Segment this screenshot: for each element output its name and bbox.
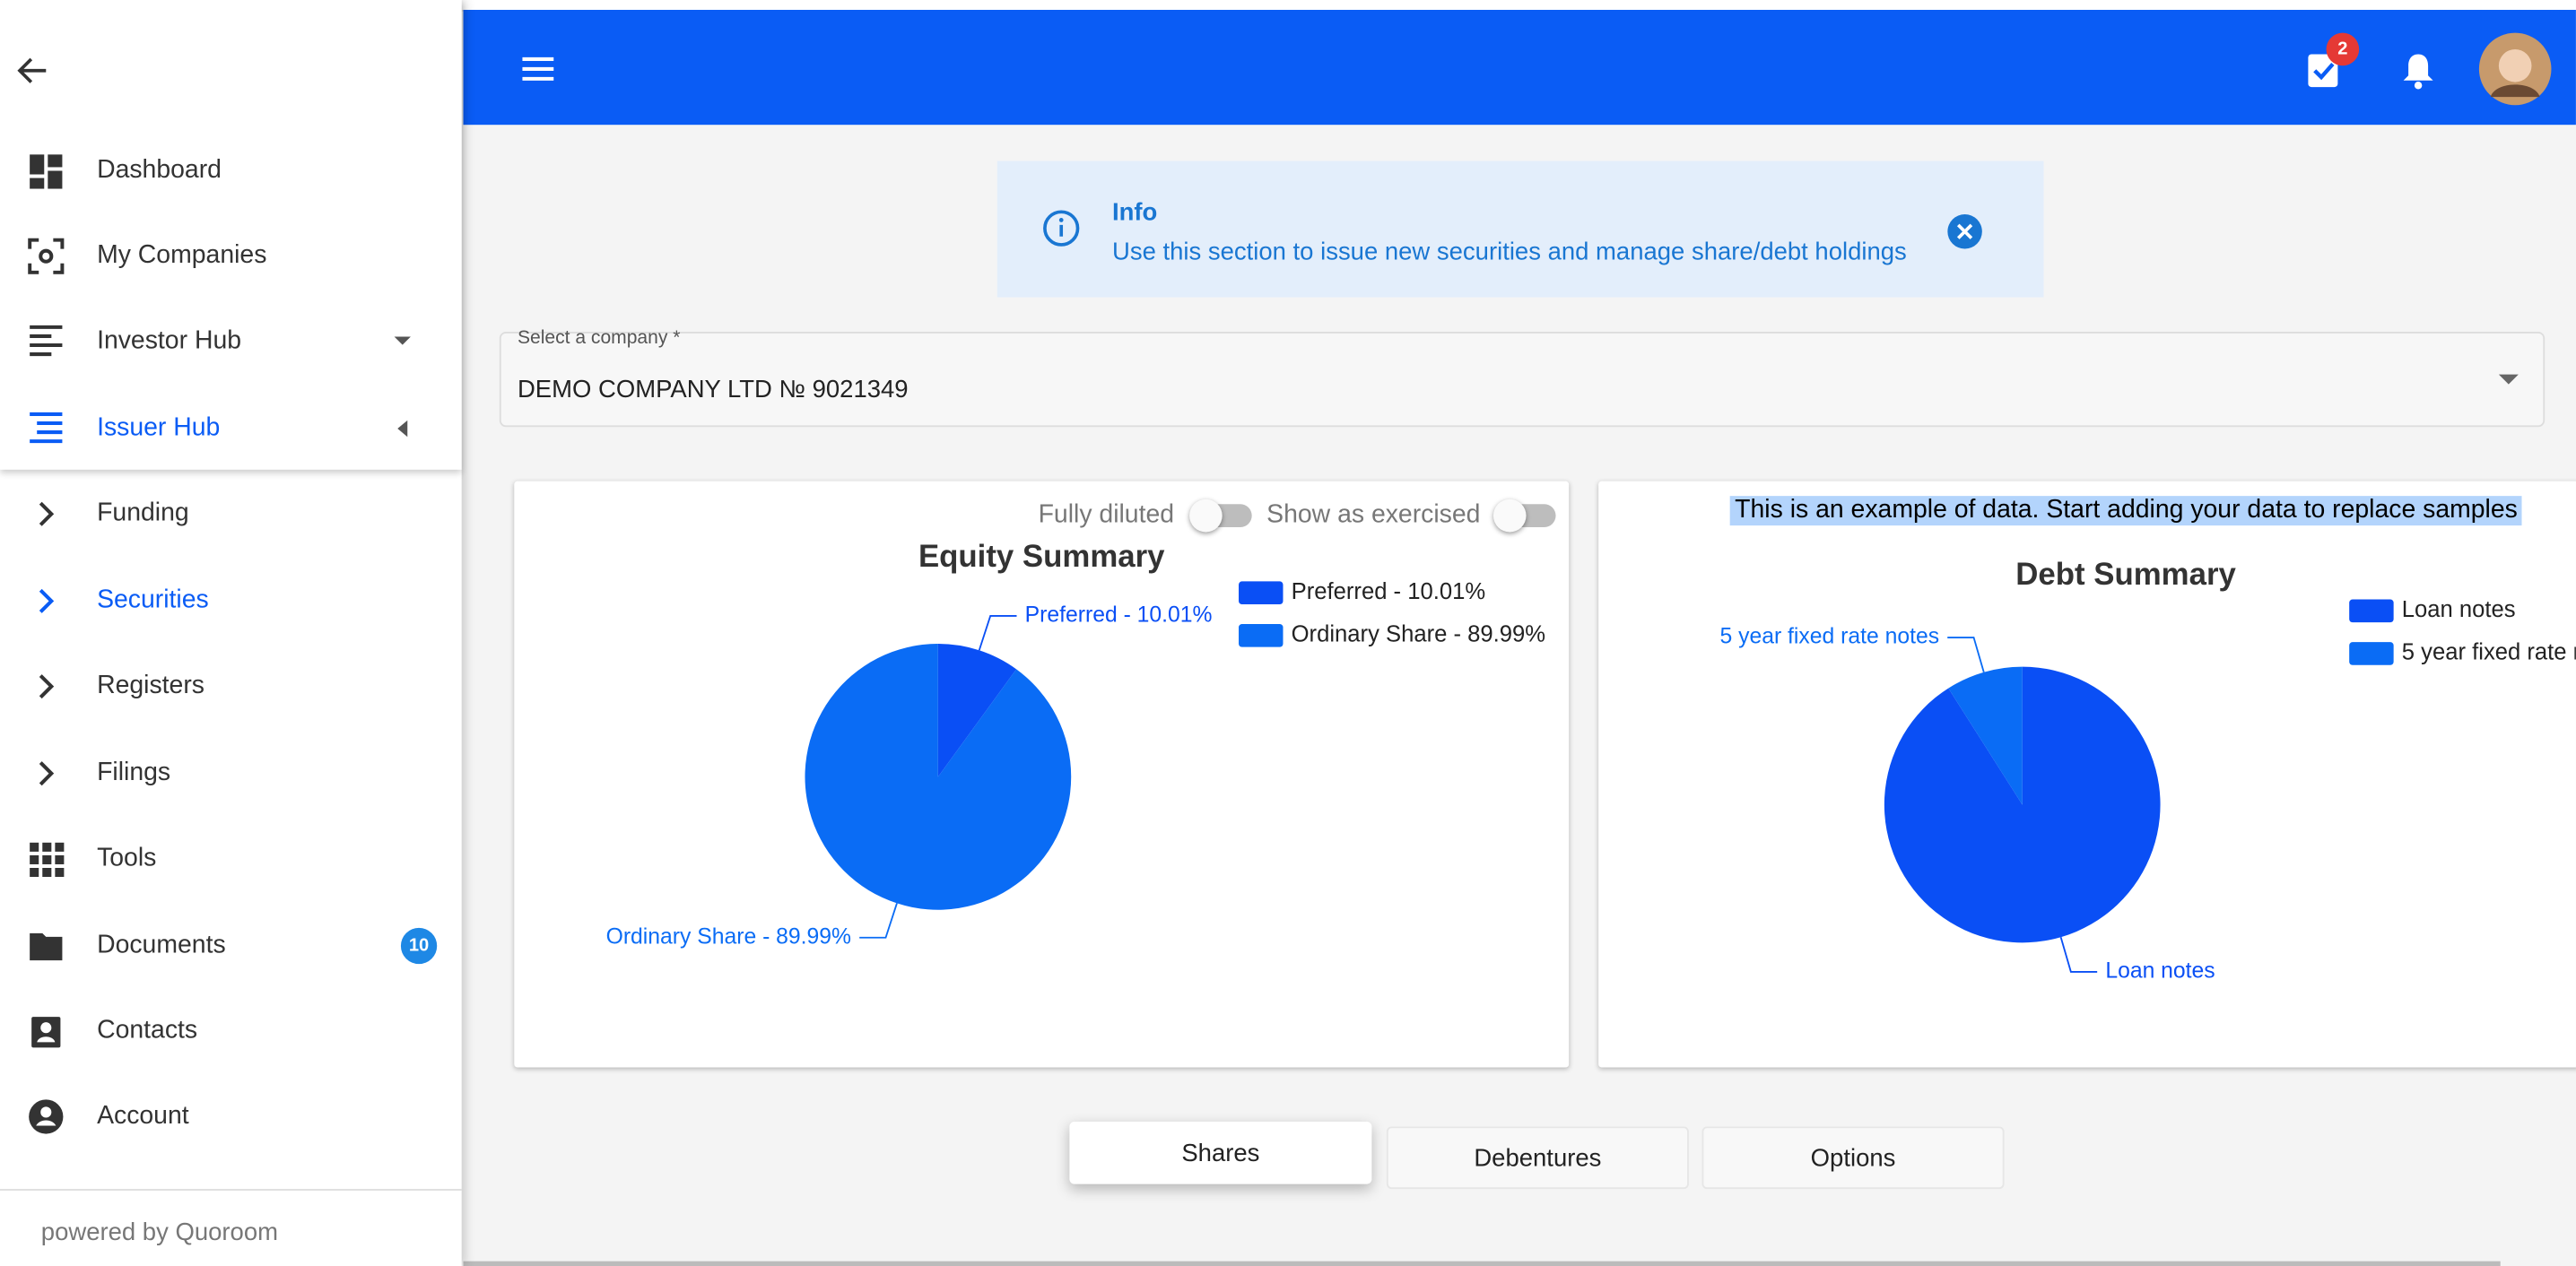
nav-label: My Companies — [97, 241, 267, 270]
notifications-icon[interactable] — [2400, 51, 2436, 91]
nav-icon — [30, 932, 63, 961]
nav-item[interactable]: My Companies — [0, 223, 462, 289]
nav-badge: 10 — [400, 927, 438, 965]
nav-item[interactable]: Tools — [0, 826, 462, 891]
callout-line — [978, 615, 1017, 651]
top-bar: 2 — [463, 9, 2576, 126]
tasks-badge: 2 — [2326, 32, 2360, 66]
nav-icon — [30, 154, 63, 189]
nav-icon — [30, 842, 65, 878]
chart-title: Debt Summary — [2015, 557, 2236, 592]
nav-item[interactable]: Investor Hub — [0, 308, 462, 374]
select-arrow — [2498, 374, 2519, 385]
callout-line — [1947, 637, 1985, 672]
nav-label: Account — [97, 1102, 189, 1131]
nav-label: Securities — [97, 585, 209, 615]
show-exercised-label: Show as exercised — [1266, 500, 1481, 529]
select-label: Select a company * — [517, 328, 681, 349]
pie-slice — [805, 643, 1072, 910]
fully-diluted-label: Fully diluted — [1038, 500, 1175, 529]
nav-icon — [28, 238, 65, 274]
nav-item[interactable]: Funding — [0, 481, 462, 547]
legend-label: Preferred - 10.01% — [1292, 579, 1485, 604]
close-info-button[interactable] — [1946, 213, 1982, 249]
fully-diluted-toggle[interactable] — [1189, 499, 1252, 533]
nav-label: Contacts — [97, 1016, 198, 1045]
nav-icon — [30, 412, 63, 444]
nav-item[interactable]: Filings — [0, 741, 462, 806]
info-message: Use this section to issue new securities… — [1111, 238, 1907, 266]
expand-arrow — [394, 336, 411, 345]
nav-label: Investor Hub — [97, 326, 242, 355]
avatar[interactable] — [2477, 31, 2553, 107]
chart-title: Equity Summary — [918, 539, 1165, 574]
pie-slice — [937, 643, 1017, 777]
nav-icon — [31, 1017, 61, 1048]
scrollbar — [463, 1261, 2501, 1266]
nav-label: Funding — [97, 499, 189, 527]
nav-label: Tools — [97, 844, 157, 872]
callout-line — [2059, 936, 2098, 973]
sidebar-top — [0, 0, 462, 470]
nav-icon — [39, 761, 55, 786]
callout-label: Loan notes — [2105, 958, 2215, 983]
nav-item[interactable]: Securities — [0, 568, 462, 634]
callout-label: Preferred - 10.01% — [1025, 603, 1213, 627]
nav-label: Registers — [97, 672, 205, 700]
legend-swatch — [1239, 581, 1284, 605]
nav-icon — [29, 1099, 64, 1134]
pie-slice — [1948, 666, 2023, 805]
callout-line — [859, 903, 898, 939]
nav-icon — [39, 674, 55, 699]
nav-label: Issuer Hub — [97, 413, 221, 442]
menu-button[interactable] — [521, 54, 557, 83]
company-select[interactable]: Select a company * DEMO COMPANY LTD № 90… — [499, 328, 2546, 428]
legend-swatch — [2349, 642, 2394, 665]
legend-swatch — [2349, 599, 2394, 623]
nav-item[interactable]: Dashboard — [0, 138, 462, 204]
legend-swatch — [1239, 624, 1284, 647]
select-value: DEMO COMPANY LTD № 9021349 — [517, 376, 909, 404]
tasks-icon[interactable] — [2307, 49, 2343, 89]
nav-label: Documents — [97, 931, 226, 959]
nav-item[interactable]: Account — [0, 1084, 462, 1149]
nav-icon — [30, 325, 63, 357]
callout-label: 5 year fixed rate notes — [1719, 625, 1939, 649]
tab[interactable]: Shares — [1069, 1121, 1372, 1184]
sample-data-notice: This is an example of data. Start adding… — [1729, 496, 2523, 526]
legend-label: Ordinary Share - 89.99% — [1292, 622, 1545, 647]
nav-item[interactable]: Issuer Hub — [0, 395, 462, 461]
nav-label: Filings — [97, 759, 171, 787]
nav-label: Dashboard — [97, 156, 222, 185]
show-exercised-toggle[interactable] — [1493, 499, 1556, 533]
legend-label: 5 year fixed rate notes — [2402, 640, 2576, 665]
sidebar: powered by Quoroom Dashboard My Companies… — [0, 0, 462, 1266]
info-title: Info — [1111, 198, 1158, 227]
legend-label: Loan notes — [2402, 597, 2516, 622]
nav-item[interactable]: Contacts — [0, 999, 462, 1064]
pie-slice — [1884, 666, 2161, 943]
footer-divider — [0, 1189, 462, 1191]
tab[interactable]: Options — [1701, 1126, 2005, 1190]
tab[interactable]: Debentures — [1386, 1126, 1689, 1190]
nav-item[interactable]: Registers — [0, 654, 462, 719]
back-button[interactable] — [14, 53, 50, 89]
info-banner: Info Use this section to issue new secur… — [996, 160, 2044, 298]
footer-text: powered by Quoroom — [40, 1218, 278, 1247]
callout-label: Ordinary Share - 89.99% — [606, 924, 851, 949]
info-icon — [1043, 210, 1080, 247]
nav-item[interactable]: Documents 10 — [0, 913, 462, 978]
nav-icon — [39, 588, 55, 613]
nav-icon — [39, 501, 55, 526]
collapse-arrow — [397, 420, 408, 438]
